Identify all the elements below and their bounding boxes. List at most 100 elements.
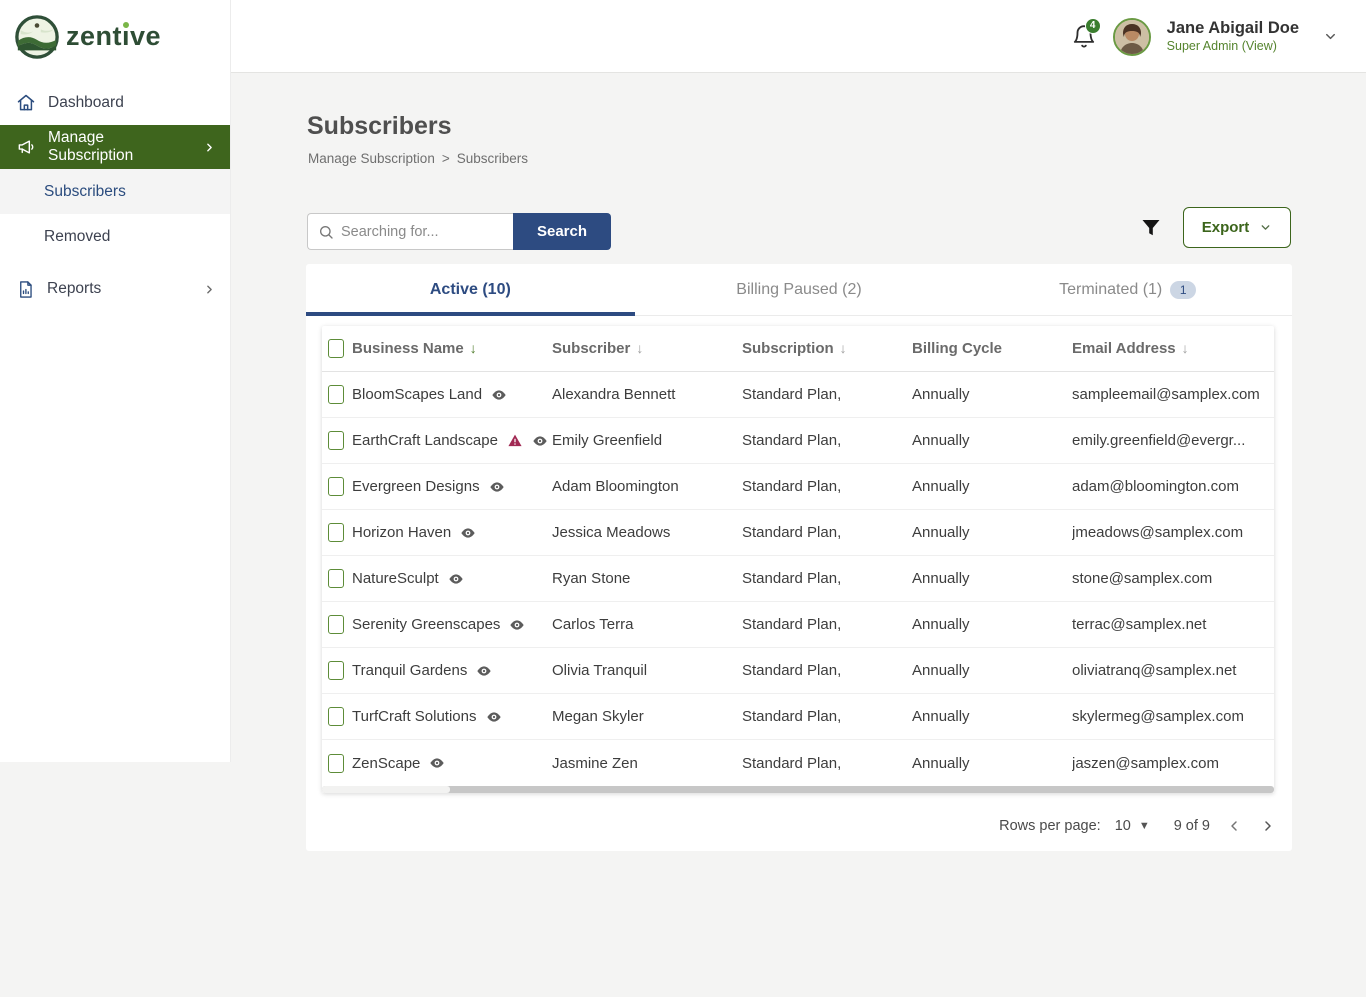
view-icon[interactable]	[429, 755, 445, 771]
sidebar-item-subscribers[interactable]: Subscribers	[0, 169, 230, 214]
column-header-billing-cycle[interactable]: Billing Cycle	[912, 340, 1003, 357]
row-checkbox[interactable]	[328, 523, 344, 542]
tab-billing-paused[interactable]: Billing Paused (2)	[736, 280, 862, 298]
tab-active[interactable]: Active (10)	[306, 264, 635, 316]
view-icon[interactable]	[532, 433, 548, 449]
view-icon[interactable]	[491, 387, 507, 403]
sidebar-item-reports[interactable]: Reports	[0, 267, 230, 311]
user-name: Jane Abigail Doe	[1166, 19, 1299, 38]
row-checkbox[interactable]	[328, 477, 344, 496]
subscription-plan: Standard Plan,	[742, 616, 842, 633]
column-header-subscriber[interactable]: Subscriber ↓	[552, 340, 644, 357]
subscriber-name: Emily Greenfield	[552, 432, 663, 449]
export-button[interactable]: Export	[1183, 207, 1291, 248]
row-checkbox[interactable]	[328, 615, 344, 634]
page-info: 9 of 9	[1173, 818, 1210, 834]
chevron-right-icon	[207, 143, 212, 151]
search-button[interactable]: Search	[513, 213, 611, 250]
subscriber-name: Adam Bloomington	[552, 478, 679, 495]
email-address: stone@samplex.com	[1072, 570, 1213, 587]
business-name: Horizon Haven	[352, 524, 452, 541]
billing-cycle: Annually	[912, 524, 970, 541]
sidebar-subitem-label: Removed	[44, 227, 111, 245]
email-address: jmeadows@samplex.com	[1072, 524, 1244, 541]
subscribers-card: Active (10) Billing Paused (2) Terminate…	[306, 264, 1292, 851]
tab-terminated[interactable]: Terminated (1) 1	[963, 264, 1292, 315]
row-checkbox[interactable]	[328, 707, 344, 726]
column-header-business-name[interactable]: Business Name ↓	[352, 340, 477, 357]
subscribers-table: Business Name ↓ Subscriber ↓ Subscription ↓…	[322, 326, 1274, 793]
sidebar-item-label: Reports	[47, 280, 102, 297]
scrollbar-thumb[interactable]	[322, 786, 450, 793]
row-checkbox[interactable]	[328, 661, 344, 680]
email-address: emily.greenfield@evergr...	[1072, 432, 1246, 449]
view-icon[interactable]	[486, 709, 502, 725]
avatar[interactable]	[1112, 17, 1151, 56]
page-title: Subscribers	[307, 112, 452, 140]
billing-cycle: Annually	[912, 708, 970, 725]
horizontal-scrollbar[interactable]	[322, 786, 1274, 793]
notification-count-badge: 4	[1084, 17, 1101, 34]
brand-logo[interactable]: zentı ve	[0, 0, 230, 73]
view-icon[interactable]	[489, 479, 505, 495]
table-row: BloomScapes Land Alexandra Bennett Stand…	[322, 372, 1274, 418]
table-header-row: Business Name ↓ Subscriber ↓ Subscription ↓…	[322, 326, 1274, 372]
sidebar-item-dashboard[interactable]: Dashboard	[0, 81, 230, 125]
search-input[interactable]	[341, 223, 501, 240]
table-row: TurfCraft Solutions Megan Skyler Standar…	[322, 694, 1274, 740]
sidebar-nav: Dashboard Manage Subscription Subscriber…	[0, 81, 230, 311]
rows-per-page-select[interactable]: 10 ▼	[1115, 818, 1150, 834]
table-row: Serenity Greenscapes Carlos Terra Standa…	[322, 602, 1274, 648]
billing-cycle: Annually	[912, 616, 970, 633]
view-icon[interactable]	[460, 525, 476, 541]
billing-cycle: Annually	[912, 754, 970, 772]
sort-desc-icon: ↓	[469, 340, 477, 356]
row-checkbox[interactable]	[328, 753, 344, 773]
table-row: NatureSculpt Ryan Stone Standard Plan, A…	[322, 556, 1274, 602]
email-address: skylermeg@samplex.com	[1072, 708, 1244, 725]
notifications-button[interactable]: 4	[1071, 17, 1101, 50]
view-icon[interactable]	[509, 617, 525, 633]
rows-per-page-value: 10	[1114, 818, 1131, 834]
terminated-count-badge: 1	[1170, 280, 1197, 299]
chevron-down-icon[interactable]	[1323, 29, 1338, 44]
report-icon	[20, 280, 32, 298]
sidebar-item-manage-subscription[interactable]: Manage Subscription	[0, 125, 230, 169]
row-checkbox[interactable]	[328, 569, 344, 588]
column-header-subscription[interactable]: Subscription ↓	[742, 340, 847, 357]
warning-icon	[507, 433, 523, 448]
column-header-email-address[interactable]: Email Address ↓	[1072, 340, 1189, 357]
breadcrumb-current: Subscribers	[456, 151, 528, 166]
table-row: Horizon Haven Jessica Meadows Standard P…	[322, 510, 1274, 556]
breadcrumb-separator: >	[441, 151, 450, 166]
subscription-plan: Standard Plan,	[742, 432, 842, 449]
sidebar-item-removed[interactable]: Removed	[0, 214, 230, 259]
next-page-button[interactable]	[1258, 816, 1278, 836]
subscription-plan: Standard Plan,	[742, 570, 842, 587]
view-icon[interactable]	[448, 571, 464, 587]
home-icon	[17, 94, 35, 111]
filter-button[interactable]	[1138, 216, 1164, 242]
user-menu[interactable]: Jane Abigail Doe Super Admin (View)	[1167, 18, 1299, 54]
sort-desc-icon: ↓	[839, 340, 847, 356]
view-icon[interactable]	[476, 663, 492, 679]
chevron-left-icon	[1231, 821, 1237, 831]
table-row: EarthCraft Landscape Emily Greenfield St…	[322, 418, 1274, 464]
business-name: Serenity Greenscapes	[352, 616, 501, 633]
sort-desc-icon: ↓	[636, 340, 644, 356]
previous-page-button[interactable]	[1224, 816, 1244, 836]
row-checkbox[interactable]	[328, 431, 344, 450]
subscriber-name: Carlos Terra	[552, 616, 634, 633]
breadcrumb-manage-subscription[interactable]: Manage Subscription	[308, 151, 435, 166]
business-name: BloomScapes Land	[352, 386, 483, 403]
sort-desc-icon: ↓	[1181, 340, 1189, 356]
business-name: EarthCraft Landscape	[352, 432, 498, 449]
tabs: Active (10) Billing Paused (2) Terminate…	[306, 264, 1292, 316]
billing-cycle: Annually	[912, 570, 970, 587]
email-address: jaszen@samplex.com	[1072, 754, 1219, 772]
select-all-checkbox[interactable]	[328, 339, 344, 358]
rows-per-page-label: Rows per page:	[999, 818, 1101, 834]
row-checkbox[interactable]	[328, 385, 344, 404]
filter-funnel-icon	[1142, 220, 1160, 236]
search-icon	[320, 225, 333, 239]
